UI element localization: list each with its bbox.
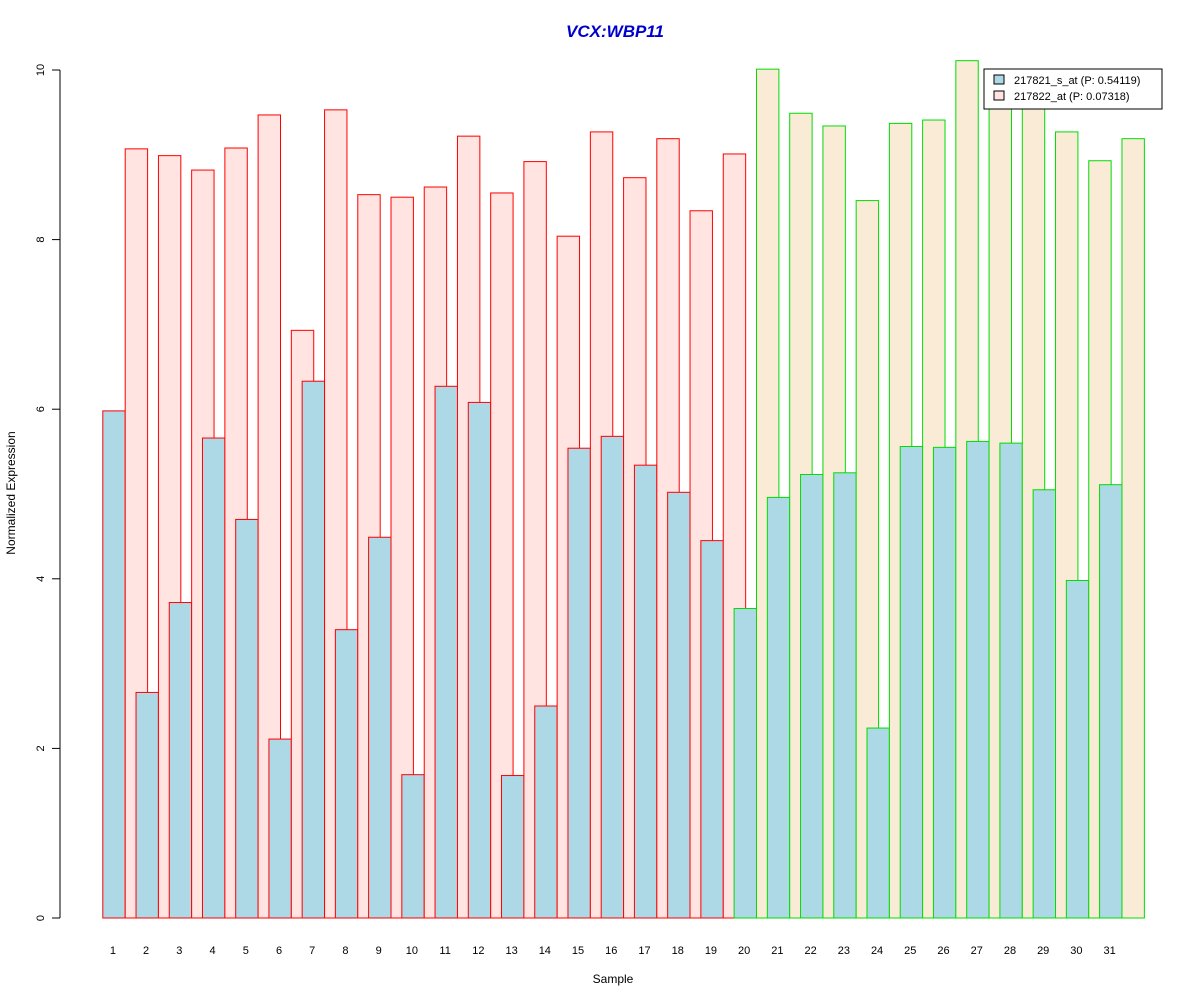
y-tick-label: 6	[35, 406, 47, 412]
bar-217821-sample-19	[700, 540, 724, 919]
x-tick-label-7: 7	[309, 945, 315, 957]
x-axis-tick-labels: 1 2 3 4 5 6 7 8 9 10 11 12 13 14 15 16 17 18 19 20 21 22 23 24 2…	[110, 945, 1116, 957]
bar-217821-sample-30	[1065, 579, 1090, 919]
x-tick-label-22: 22	[804, 945, 816, 957]
bar-217821-sample-5	[235, 518, 259, 919]
x-tick-label-25: 25	[904, 945, 916, 957]
x-tick-label-4: 4	[209, 945, 215, 957]
bar-217821-sample-12	[467, 401, 492, 919]
bar-217821-sample-18	[667, 491, 691, 919]
x-tick-label-5: 5	[243, 945, 249, 957]
x-tick-label-27: 27	[971, 945, 983, 957]
y-tick-label: 4	[35, 576, 47, 582]
bar-217821-sample-8	[334, 629, 359, 919]
legend-swatch	[993, 74, 1005, 85]
bar-217821-sample-10	[401, 774, 425, 919]
bar-217821-sample-27	[966, 440, 990, 919]
x-tick-label-21: 21	[771, 945, 783, 957]
x-tick-label-26: 26	[937, 945, 949, 957]
legend-box	[983, 68, 1163, 110]
x-tick-label-11: 11	[439, 945, 450, 957]
bar-217821-sample-2	[135, 691, 159, 919]
x-tick-label-15: 15	[572, 945, 584, 957]
x-tick-label-24: 24	[871, 945, 883, 957]
bar-217821-sample-7	[301, 380, 326, 919]
bar-217821-sample-13	[501, 775, 525, 919]
x-tick-label-1: 1	[110, 945, 116, 957]
bar-217821-sample-11	[434, 385, 458, 919]
bar-217821-sample-9	[368, 536, 392, 919]
x-tick-label-2: 2	[143, 945, 149, 957]
bar-217821-sample-14	[534, 705, 558, 919]
bar-217821-sample-17	[633, 464, 658, 919]
x-axis-label: Sample	[593, 972, 634, 986]
x-tick-label-31: 31	[1104, 945, 1116, 957]
y-tick-label: 8	[35, 237, 47, 243]
bar-217821-sample-16	[600, 435, 625, 919]
bar-217821-sample-29	[1032, 489, 1057, 919]
bar-217821-sample-23	[833, 472, 857, 919]
x-tick-label-29: 29	[1037, 945, 1049, 957]
x-tick-label-10: 10	[406, 945, 418, 957]
bar-217821-sample-3	[168, 602, 193, 919]
legend: 217821_s_at (P: 0.54119) 217822_at (P: 0.…	[983, 68, 1163, 110]
x-tick-label-19: 19	[705, 945, 717, 957]
bar-217822-sample-31	[1121, 138, 1145, 919]
bar-217821-sample-28	[999, 442, 1023, 919]
x-tick-label-6: 6	[276, 945, 282, 957]
legend-label: 217821_s_at (P: 0.54119)	[1014, 75, 1140, 87]
y-tick-label: 2	[35, 745, 47, 751]
x-tick-label-16: 16	[605, 945, 617, 957]
legend-label: 217822_at (P: 0.07318)	[1014, 91, 1130, 103]
bar-217821-sample-6	[268, 738, 292, 919]
bar-217821-sample-24	[866, 727, 890, 919]
bar-217821-sample-22	[800, 473, 824, 919]
x-tick-label-28: 28	[1004, 945, 1016, 957]
y-axis-label: Normalized Expression	[4, 431, 18, 554]
bar-217821-sample-31	[1099, 484, 1123, 919]
y-axis: 0 2 4 6 8 10	[35, 64, 61, 921]
y-tick-label: 0	[35, 915, 47, 921]
x-tick-label-13: 13	[505, 945, 517, 957]
x-tick-label-30: 30	[1070, 945, 1082, 957]
bar-217821-sample-25	[899, 446, 924, 919]
x-tick-label-17: 17	[638, 945, 650, 957]
x-tick-label-23: 23	[838, 945, 850, 957]
x-tick-label-8: 8	[342, 945, 348, 957]
x-tick-label-3: 3	[176, 945, 182, 957]
bar-217821-sample-20	[733, 607, 757, 919]
bar-217821-sample-1	[102, 410, 126, 919]
x-tick-label-12: 12	[472, 945, 484, 957]
x-tick-label-20: 20	[738, 945, 750, 957]
bar-217821-sample-26	[932, 446, 957, 919]
bar-series-group	[102, 60, 1145, 919]
x-tick-label-14: 14	[539, 945, 551, 957]
x-tick-label-9: 9	[376, 945, 382, 957]
bar-217821-sample-4	[201, 437, 226, 919]
bar-217821-sample-15	[567, 447, 591, 919]
y-tick-label: 10	[35, 64, 47, 76]
legend-swatch	[993, 90, 1005, 101]
chart-title: VCX:WBP11	[566, 22, 664, 41]
bar-217821-sample-21	[766, 496, 791, 919]
x-tick-label-18: 18	[672, 945, 684, 957]
